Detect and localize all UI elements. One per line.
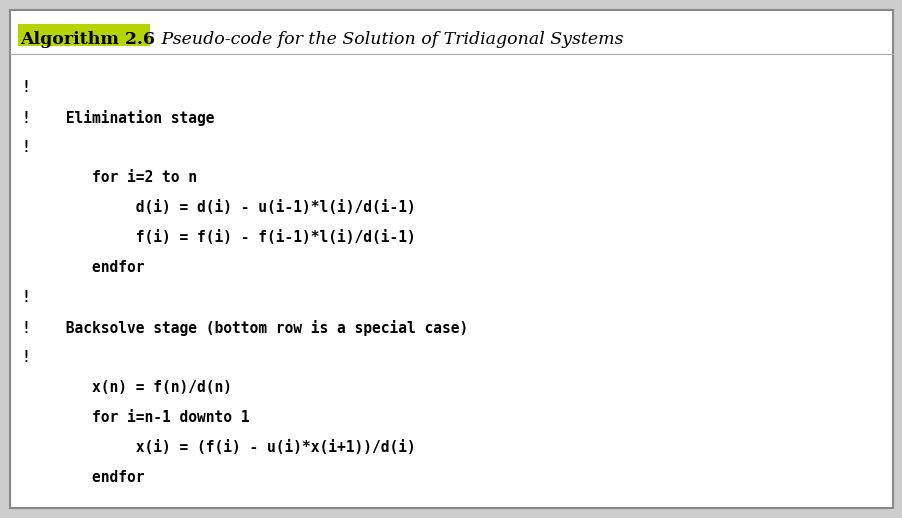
Text: !    Backsolve stage (bottom row is a special case): ! Backsolve stage (bottom row is a speci… <box>22 320 468 336</box>
Bar <box>18 24 150 46</box>
Text: f(i) = f(i) - f(i-1)*l(i)/d(i-1): f(i) = f(i) - f(i-1)*l(i)/d(i-1) <box>22 230 415 245</box>
Text: for i=n-1 downto 1: for i=n-1 downto 1 <box>22 410 249 425</box>
Text: d(i) = d(i) - u(i-1)*l(i)/d(i-1): d(i) = d(i) - u(i-1)*l(i)/d(i-1) <box>22 200 415 215</box>
Text: x(n) = f(n)/d(n): x(n) = f(n)/d(n) <box>22 380 232 395</box>
Text: Pseudo-code for the Solution of Tridiagonal Systems: Pseudo-code for the Solution of Tridiago… <box>156 32 622 49</box>
Text: !: ! <box>22 290 31 305</box>
Text: !: ! <box>22 140 31 155</box>
Text: endfor: endfor <box>22 260 144 275</box>
Text: !: ! <box>22 80 31 95</box>
Text: !    Elimination stage: ! Elimination stage <box>22 110 215 126</box>
Text: Algorithm 2.6: Algorithm 2.6 <box>20 32 155 49</box>
Text: !: ! <box>22 350 31 365</box>
Text: for i=2 to n: for i=2 to n <box>22 170 197 185</box>
Text: x(i) = (f(i) - u(i)*x(i+1))/d(i): x(i) = (f(i) - u(i)*x(i+1))/d(i) <box>22 440 415 455</box>
Text: endfor: endfor <box>22 470 144 485</box>
